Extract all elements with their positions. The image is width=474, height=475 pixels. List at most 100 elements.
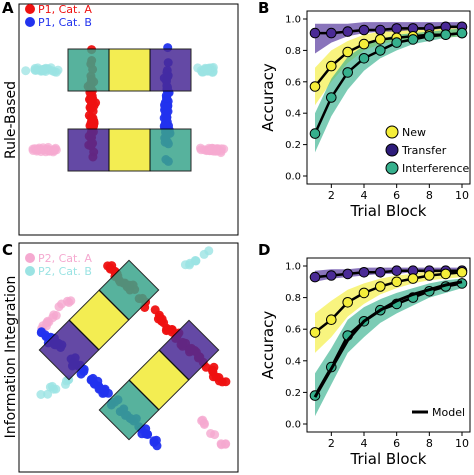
point-new [456, 267, 468, 278]
x-axis-label: Trial Block [350, 202, 427, 220]
scatter-point [209, 362, 219, 372]
x-tick-label: 2 [328, 437, 335, 450]
line-interference [313, 31, 463, 135]
panel-letter-d: D [258, 241, 270, 259]
scatter-point [162, 112, 172, 122]
panel-a: A Rule-Based P1, Cat. A P1, Cat. B [2, 0, 239, 236]
scatter-point [180, 260, 190, 270]
point-interference [326, 92, 337, 103]
box-a-bot-left [67, 128, 110, 172]
point-transfer [309, 27, 321, 39]
category-boxes-c [38, 259, 220, 441]
point-interference [375, 45, 386, 56]
point-transfer [342, 268, 354, 280]
scatter-point [48, 313, 58, 323]
y-axis-label: Accuracy [259, 63, 277, 132]
scatter-point [190, 256, 200, 265]
point-new [342, 46, 354, 58]
point-new [375, 34, 386, 45]
scatter-point [150, 305, 160, 315]
point-new [358, 287, 370, 299]
scatter-point [161, 105, 171, 115]
x-tick-label: 8 [426, 437, 433, 450]
point-interference [440, 29, 452, 41]
y-tick-label: 0.4 [285, 356, 301, 367]
panel-letter-b: B [258, 0, 269, 17]
legend-c-label-0: P2, Cat. A [38, 252, 92, 265]
legend-d-label: Model [432, 406, 465, 419]
scatter-point [47, 381, 57, 391]
point-interference [309, 128, 321, 139]
scatter-point [210, 430, 220, 440]
scatter-point [149, 438, 159, 447]
box-c-lower-3 [98, 379, 160, 441]
scatter-point [54, 302, 64, 312]
y-axis-label: Accuracy [259, 311, 277, 380]
point-transfer [326, 270, 337, 281]
band-interference [315, 28, 462, 153]
legend-b-marker [385, 143, 399, 157]
legend-a-label-1: P1, Cat. B [38, 16, 92, 29]
plot-frame-a [18, 3, 239, 236]
y-tick-label: 0.2 [285, 388, 301, 399]
plot-frame [306, 10, 471, 185]
legend-c-marker-1 [25, 266, 35, 276]
point-interference [407, 34, 419, 45]
point-transfer [375, 24, 386, 36]
scatter-point [105, 263, 115, 273]
legend-a-marker-1 [25, 17, 35, 27]
scatter-point [64, 298, 74, 307]
point-new [375, 281, 386, 292]
legend-b-marker [385, 161, 399, 175]
scatter-point [30, 65, 40, 75]
x-tick-label: 2 [328, 189, 335, 202]
legend-c-label-1: P2, Cat. B [38, 265, 92, 278]
scatter-point [161, 326, 171, 336]
legend-b-marker [385, 125, 399, 139]
scatter-point [143, 429, 152, 439]
y-tick-label: 0.6 [285, 325, 301, 336]
box-a-top-mid [108, 48, 151, 92]
scatter-point [32, 145, 42, 155]
point-transfer [342, 26, 354, 37]
panel-b: B 0.0 0.2 0.4 0.6 0.8 1.0 Accuracy 2 4 6 8 10 Trial … [258, 0, 471, 220]
y-tick-label: 0.6 [285, 77, 301, 88]
point-new [391, 276, 403, 288]
scatter-point [202, 65, 212, 75]
box-a-bot-mid [108, 128, 151, 172]
x-tick-label: 10 [455, 189, 469, 202]
legend-c: P2, Cat. A P2, Cat. B [25, 252, 92, 278]
point-new [440, 268, 452, 280]
point-interference [342, 67, 354, 78]
box-c-upper-3 [38, 319, 100, 381]
legend-b-label: Interference [402, 162, 470, 175]
point-interference [358, 53, 370, 64]
x-tick-label: 4 [361, 189, 368, 202]
scatter-point [38, 64, 48, 74]
scatter-point [199, 249, 209, 259]
point-new [326, 60, 337, 72]
y-tick-label: 1.0 [285, 15, 301, 26]
box-a-top-left [67, 48, 110, 92]
x-axis-label: Trial Block [350, 450, 427, 468]
point-interference [391, 37, 403, 48]
box-a-bot-right [149, 128, 192, 172]
x-tick-label: 8 [426, 189, 433, 202]
scatter-point [216, 440, 226, 450]
plot-frame-c [18, 242, 239, 473]
line-model [313, 280, 463, 398]
y-tick-label: 0.0 [285, 420, 301, 431]
scatter-point [40, 330, 50, 340]
point-new [309, 327, 321, 338]
plot-frame [306, 257, 471, 433]
scatter-point [207, 146, 217, 156]
box-a-top-right [149, 48, 192, 92]
scatter-point [216, 148, 226, 158]
line-new [314, 271, 463, 334]
panel-letter-a: A [2, 0, 14, 17]
scatter-point [221, 377, 231, 387]
point-transfer [326, 27, 337, 39]
y-tick-label: 0.4 [285, 109, 301, 120]
y-tick-label: 0.2 [285, 140, 301, 151]
